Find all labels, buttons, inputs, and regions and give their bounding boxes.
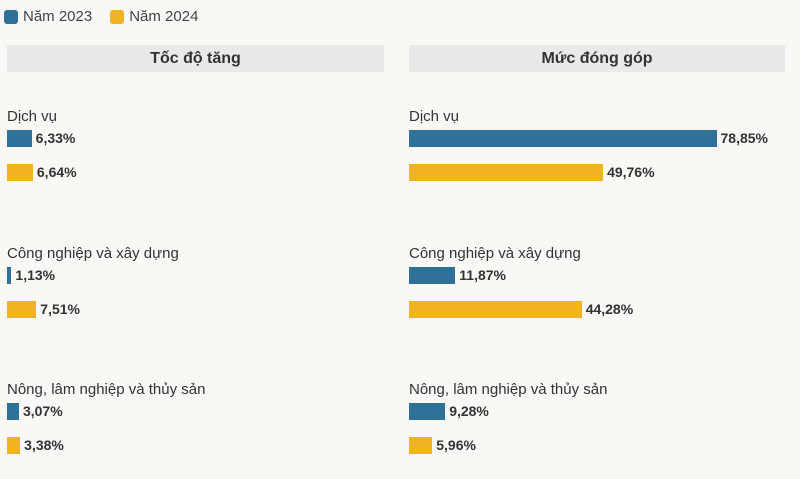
- legend-swatch-2023: [4, 9, 18, 24]
- growth-bar-cong-nghiep-xay-dung-2024: [7, 301, 37, 318]
- growth-category-label-cong-nghiep-xay-dung: Công nghiệp và xây dựng: [7, 245, 179, 262]
- growth-value-label-cong-nghiep-xay-dung-2024: 7,51%: [40, 301, 80, 317]
- contribution-bar-dich-vu-2023: [409, 130, 717, 147]
- growth-bar-nong-lam-thuy-san-2023: [7, 403, 19, 420]
- growth-rate-title: Tốc độ tăng: [7, 45, 384, 72]
- growth-bar-dich-vu-2023: [7, 130, 32, 147]
- legend-label-2023: Năm 2023: [23, 8, 93, 25]
- contribution-value-label-dich-vu-2024: 49,76%: [607, 164, 655, 180]
- growth-bar-dich-vu-2024: [7, 164, 33, 181]
- legend-swatch-2024: [110, 9, 125, 24]
- contribution-bar-nong-lam-thuy-san-2024: [409, 437, 433, 454]
- legend-item-2023: Năm 2023: [4, 8, 92, 25]
- contribution-title: Mức đóng góp: [409, 45, 785, 72]
- contribution-panel: Mức đóng góp Dịch vụ 78,85% 49,76% Công ngh…: [409, 45, 785, 473]
- growth-value-label-dich-vu-2023: 6,33%: [35, 130, 76, 146]
- growth-bar-cong-nghiep-xay-dung-2023: [7, 267, 12, 284]
- growth-bar-nong-lam-thuy-san-2024: [7, 437, 21, 454]
- growth-category-label-dich-vu: Dịch vụ: [7, 108, 58, 125]
- contribution-value-label-cong-nghiep-xay-dung-2023: 11,87%: [459, 267, 506, 283]
- growth-category-label-nong-lam-thuy-san: Nông, lâm nghiệp và thủy sản: [7, 381, 206, 398]
- contribution-category-label-dich-vu: Dịch vụ: [409, 108, 460, 125]
- contribution-category-label-cong-nghiep-xay-dung: Công nghiệp và xây dựng: [409, 245, 581, 262]
- contribution-value-label-cong-nghiep-xay-dung-2024: 44,28%: [585, 301, 634, 317]
- growth-value-label-dich-vu-2024: 6,64%: [36, 164, 77, 180]
- growth-rate-panel: Tốc độ tăng Dịch vụ 6,33% 6,64% Công nghiệp…: [7, 45, 384, 473]
- legend-item-2024: Năm 2024: [110, 8, 198, 25]
- growth-value-label-cong-nghiep-xay-dung-2023: 1,13%: [15, 267, 56, 283]
- growth-value-label-nong-lam-thuy-san-2024: 3,38%: [24, 437, 64, 453]
- chart-legend: Năm 2023 Năm 2024: [4, 8, 216, 25]
- contribution-value-label-dich-vu-2023: 78,85%: [720, 130, 768, 146]
- contribution-bar-cong-nghiep-xay-dung-2023: [409, 267, 456, 284]
- growth-value-label-nong-lam-thuy-san-2023: 3,07%: [22, 403, 63, 419]
- contribution-value-label-nong-lam-thuy-san-2023: 9,28%: [449, 403, 489, 419]
- contribution-category-label-nong-lam-thuy-san: Nông, lâm nghiệp và thủy sản: [409, 381, 608, 398]
- contribution-bar-nong-lam-thuy-san-2023: [409, 403, 446, 420]
- contribution-bar-cong-nghiep-xay-dung-2024: [409, 301, 582, 318]
- contribution-value-label-nong-lam-thuy-san-2024: 5,96%: [436, 437, 476, 453]
- contribution-bar-dich-vu-2024: [409, 164, 604, 181]
- legend-label-2024: Năm 2024: [129, 8, 199, 25]
